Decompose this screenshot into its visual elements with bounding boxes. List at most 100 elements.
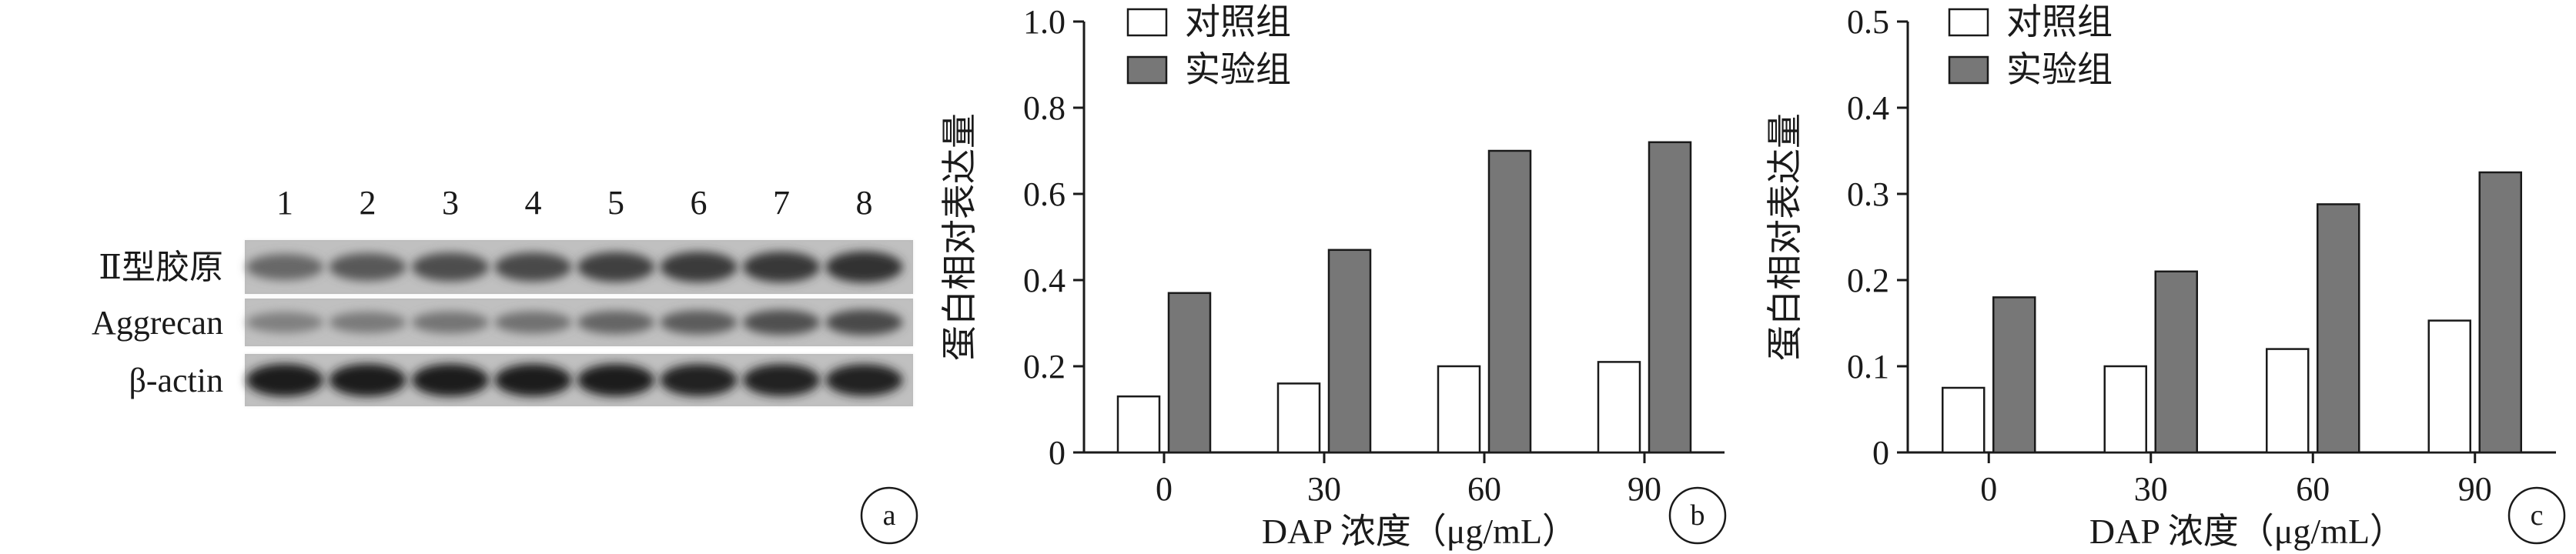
legend-swatch-control bbox=[1948, 8, 1989, 37]
blot-band bbox=[494, 252, 572, 282]
blot-band bbox=[412, 311, 489, 334]
bar-experiment bbox=[1487, 149, 1532, 454]
x-tick-label: 30 bbox=[2134, 470, 2168, 508]
lane-number-7: 7 bbox=[773, 184, 790, 222]
lane-number-8: 8 bbox=[856, 184, 873, 222]
bar-chart-b: 0 0.2 0.4 0.6 0.8 1.0 0 30 60 90 DAP 浓度（μg/mL） 蛋白相对… bbox=[940, 2, 1727, 551]
y-tick-label: 0.2 bbox=[1847, 262, 1889, 299]
blot-band bbox=[494, 311, 572, 334]
blot-band bbox=[577, 310, 654, 335]
panel-c-bar-chart: 0 0.1 0.2 0.3 0.4 0.5 0 30 60 90 DAP 浓度（μg/mL） 蛋白相对… bbox=[1732, 0, 2576, 554]
blot-row-collagen-ii: Ⅱ型胶原 bbox=[99, 240, 913, 294]
x-tick-label: 90 bbox=[2458, 470, 2492, 508]
bar-control bbox=[2266, 348, 2310, 454]
western-blot-figure: 1 2 3 4 5 6 7 8 Ⅱ型胶原 Aggrecan β-actin a bbox=[92, 184, 918, 545]
blot-band bbox=[494, 363, 572, 397]
y-tick-label: 1.0 bbox=[1023, 3, 1066, 41]
blot-row-beta-actin: β-actin bbox=[129, 354, 913, 406]
blot-band bbox=[743, 364, 820, 396]
y-axis-label: 蛋白相对表达量 bbox=[1765, 113, 1805, 361]
legend-swatch-experiment bbox=[1126, 55, 1168, 85]
bars bbox=[1942, 171, 2522, 454]
panel-a-western-blot: 1 2 3 4 5 6 7 8 Ⅱ型胶原 Aggrecan β-actin a bbox=[0, 0, 924, 554]
x-tick-label: 30 bbox=[1307, 470, 1341, 508]
legend-label-control: 对照组 bbox=[1185, 2, 1291, 42]
bar-control bbox=[1437, 365, 1481, 454]
bar-experiment bbox=[2317, 203, 2360, 454]
blot-row-label: Ⅱ型胶原 bbox=[99, 249, 223, 286]
blot-band bbox=[412, 252, 489, 282]
x-tick-label: 60 bbox=[1467, 470, 1501, 508]
badge-label: a bbox=[883, 499, 896, 532]
blot-band bbox=[329, 363, 406, 397]
y-tick-label: 0.1 bbox=[1847, 348, 1889, 385]
bar-experiment bbox=[2154, 270, 2198, 454]
panel-badge: b bbox=[1668, 486, 1727, 545]
bar-experiment bbox=[1992, 296, 2036, 454]
y-tick-label: 0 bbox=[1049, 434, 1066, 472]
lane-number-2: 2 bbox=[360, 184, 376, 222]
y-axis-label: 蛋白相对表达量 bbox=[940, 113, 979, 361]
legend-label-experiment: 实验组 bbox=[1185, 50, 1291, 89]
badge-label: c bbox=[2531, 499, 2544, 532]
blot-band bbox=[825, 364, 903, 396]
bar-experiment bbox=[1648, 141, 1692, 454]
blot-band bbox=[825, 309, 903, 335]
blot-row-label: β-actin bbox=[129, 362, 223, 399]
y-tick-label: 0.8 bbox=[1023, 89, 1066, 127]
bar-experiment bbox=[1167, 292, 1212, 454]
badge-label: b bbox=[1691, 499, 1705, 532]
blot-row-label: Aggrecan bbox=[92, 304, 223, 342]
lane-number-5: 5 bbox=[607, 184, 624, 222]
blot-band bbox=[660, 364, 738, 396]
lane-number-4: 4 bbox=[525, 184, 542, 222]
axes: 0 0.2 0.4 0.6 0.8 1.0 0 30 60 90 bbox=[1023, 3, 1725, 508]
badge-circle bbox=[2507, 486, 2566, 545]
y-tick-label: 0.2 bbox=[1023, 348, 1066, 385]
panel-badge: c bbox=[2507, 486, 2566, 545]
bar-chart-c: 0 0.1 0.2 0.3 0.4 0.5 0 30 60 90 DAP 浓度（μg/mL） 蛋白相对… bbox=[1765, 2, 2566, 551]
panel-b-bar-chart: 0 0.2 0.4 0.6 0.8 1.0 0 30 60 90 DAP 浓度（μg/mL） 蛋白相对… bbox=[924, 0, 1732, 554]
blot-row-aggrecan: Aggrecan bbox=[92, 299, 913, 346]
blot-band bbox=[577, 363, 654, 397]
bar-control bbox=[2103, 365, 2147, 454]
blot-band bbox=[329, 253, 406, 281]
legend-swatch-control bbox=[1126, 8, 1168, 37]
x-axis-label: DAP 浓度（μg/mL） bbox=[1262, 512, 1577, 551]
x-tick-label: 0 bbox=[1980, 470, 1997, 508]
legend-label-experiment: 实验组 bbox=[2006, 50, 2113, 89]
blot-band bbox=[660, 310, 738, 335]
bar-control bbox=[1276, 382, 1321, 454]
y-tick-label: 0.4 bbox=[1023, 262, 1066, 299]
y-tick-label: 0.3 bbox=[1847, 175, 1889, 213]
blot-band bbox=[743, 309, 820, 335]
blot-band bbox=[246, 312, 323, 333]
y-tick-label: 0.6 bbox=[1023, 175, 1066, 213]
lane-numbers: 1 2 3 4 5 6 7 8 bbox=[276, 184, 873, 222]
bar-experiment bbox=[2478, 171, 2522, 454]
bar-control bbox=[1942, 386, 1986, 454]
bar-control bbox=[1597, 361, 1641, 454]
y-tick-label: 0.5 bbox=[1847, 3, 1889, 41]
x-tick-label: 60 bbox=[2296, 470, 2330, 508]
lane-number-3: 3 bbox=[442, 184, 459, 222]
bar-experiment bbox=[1327, 249, 1372, 454]
blot-rows: Ⅱ型胶原 Aggrecan β-actin bbox=[92, 240, 913, 406]
bars bbox=[1116, 141, 1692, 454]
blot-band bbox=[743, 251, 820, 283]
lane-number-1: 1 bbox=[276, 184, 293, 222]
blot-band bbox=[660, 252, 738, 282]
badge-circle bbox=[1668, 486, 1727, 545]
lane-number-6: 6 bbox=[691, 184, 708, 222]
panel-badge: a bbox=[860, 486, 918, 545]
x-tick-label: 0 bbox=[1156, 470, 1173, 508]
legend-swatch-experiment bbox=[1948, 55, 1989, 85]
blot-band bbox=[825, 251, 903, 283]
bar-control bbox=[2427, 319, 2471, 454]
blot-band bbox=[412, 363, 489, 397]
y-tick-label: 0.4 bbox=[1847, 89, 1889, 127]
blot-band bbox=[246, 363, 323, 397]
blot-band bbox=[329, 312, 406, 333]
